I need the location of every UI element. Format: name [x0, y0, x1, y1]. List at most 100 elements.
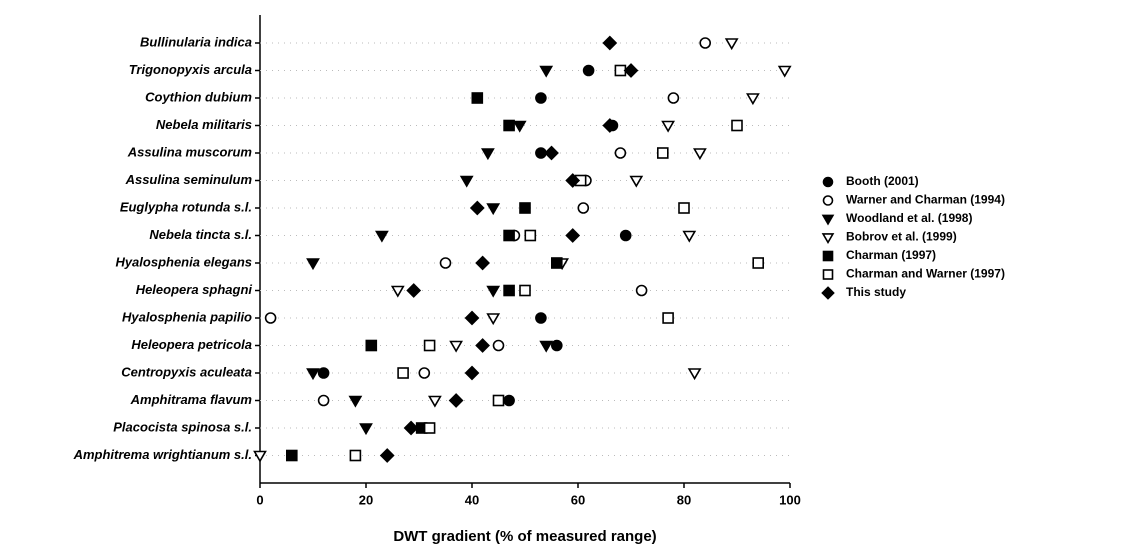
marker	[423, 339, 436, 352]
marker	[464, 310, 480, 326]
marker	[821, 214, 835, 226]
marker	[397, 367, 409, 379]
marker	[682, 230, 697, 243]
marker	[403, 420, 419, 436]
marker	[602, 118, 618, 133]
marker	[577, 202, 590, 214]
marker	[359, 423, 373, 436]
marker	[614, 147, 627, 159]
marker	[629, 175, 644, 188]
marker	[821, 233, 835, 245]
x-axis-label: DWT gradient (% of measured range)	[393, 528, 656, 545]
marker	[428, 395, 442, 408]
y-tick-label: Amphitrama flavum	[130, 392, 253, 407]
marker	[821, 286, 835, 300]
marker	[418, 367, 431, 379]
marker	[469, 200, 485, 216]
marker	[306, 368, 320, 381]
marker	[471, 92, 484, 104]
y-tick-label: Placocista spinosa s.l.	[113, 419, 252, 434]
marker	[448, 393, 464, 408]
x-tick-label: 100	[779, 492, 801, 507]
marker	[349, 449, 362, 462]
marker	[667, 92, 680, 104]
marker	[475, 338, 490, 353]
marker	[535, 92, 547, 104]
y-tick-label: Amphitrema wrightianum s.l.	[73, 447, 252, 462]
marker	[503, 284, 515, 297]
marker	[519, 284, 531, 297]
y-tick-label: Trigonopyxis arcula	[129, 62, 252, 77]
marker	[777, 65, 792, 78]
y-tick-label: Coythion dubium	[145, 89, 252, 104]
legend-label: Booth (2001)	[846, 174, 919, 188]
marker	[539, 340, 554, 353]
marker	[656, 147, 669, 159]
x-tick-label: 0	[256, 492, 263, 507]
marker	[459, 175, 474, 188]
marker	[623, 63, 639, 78]
marker	[752, 257, 765, 269]
marker	[481, 148, 495, 161]
y-tick-label: Heleopera sphagni	[136, 282, 253, 297]
marker	[464, 365, 480, 381]
y-tick-label: Nebela militaris	[156, 117, 252, 132]
x-tick-label: 40	[465, 492, 479, 507]
marker	[492, 394, 505, 407]
marker	[306, 258, 320, 271]
marker	[253, 450, 267, 463]
y-tick-label: Heleopera petricola	[131, 337, 252, 352]
marker	[699, 37, 712, 49]
marker	[731, 119, 743, 132]
marker	[375, 230, 389, 243]
marker	[822, 176, 834, 188]
x-tick-label: 60	[571, 492, 585, 507]
marker	[365, 339, 378, 352]
marker	[687, 368, 702, 381]
marker	[379, 448, 395, 463]
marker	[724, 38, 739, 51]
marker	[492, 339, 505, 352]
marker	[423, 422, 436, 434]
marker	[678, 202, 690, 214]
x-tick-label: 80	[677, 492, 691, 507]
y-tick-label: Hyalosphenia elegans	[115, 254, 252, 269]
marker	[582, 64, 595, 77]
marker	[503, 119, 515, 132]
y-tick-label: Centropyxis aculeata	[121, 364, 252, 379]
y-tick-label: Nebela tincta s.l.	[149, 227, 252, 242]
legend-label: Charman and Warner (1997)	[846, 267, 1005, 281]
marker	[822, 269, 834, 280]
marker	[544, 145, 559, 161]
marker	[746, 93, 760, 106]
marker	[486, 203, 501, 216]
marker	[822, 195, 834, 206]
marker	[475, 255, 490, 271]
legend-label: Charman (1997)	[846, 248, 936, 262]
marker	[264, 312, 277, 324]
marker	[662, 312, 674, 324]
legend-label: Warner and Charman (1994)	[846, 193, 1005, 207]
y-tick-label: Assulina muscorum	[127, 144, 253, 159]
legend-label: Woodland et al. (1998)	[846, 211, 972, 225]
marker	[524, 229, 537, 242]
marker	[619, 229, 632, 242]
marker	[565, 228, 581, 243]
marker	[565, 173, 581, 188]
y-tick-label: Bullinularia indica	[140, 34, 252, 49]
legend-label: This study	[846, 285, 906, 299]
y-tick-label: Euglypha rotunda s.l.	[120, 199, 252, 214]
marker	[550, 339, 563, 352]
marker	[635, 284, 648, 297]
marker	[317, 367, 330, 379]
marker	[439, 257, 452, 269]
marker	[503, 229, 515, 242]
legend-label: Bobrov et al. (1999)	[846, 230, 957, 244]
marker	[406, 283, 422, 298]
marker	[550, 257, 563, 269]
x-tick-label: 20	[359, 492, 373, 507]
marker	[503, 394, 515, 407]
marker	[535, 312, 547, 324]
y-tick-label: Assulina seminulum	[125, 172, 253, 187]
